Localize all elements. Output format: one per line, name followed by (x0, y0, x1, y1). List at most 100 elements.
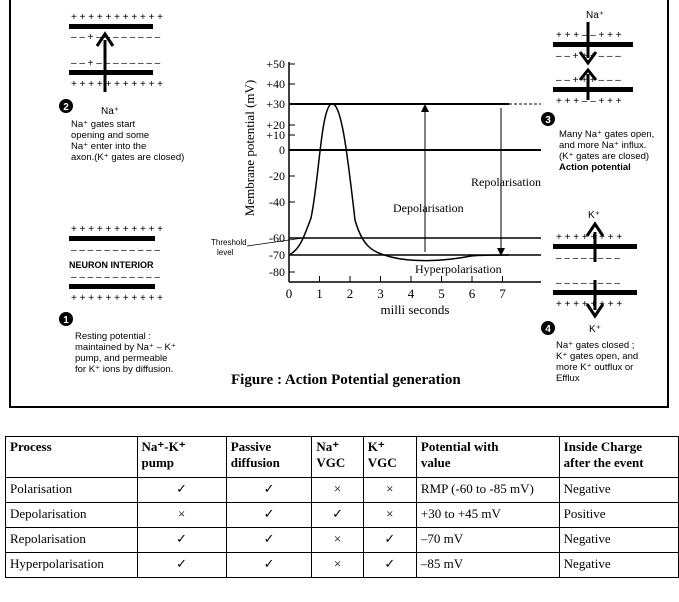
table-cell: Positive (558, 502, 679, 528)
table-cell: Negative (558, 477, 679, 503)
y-tick-label: +10 (266, 128, 285, 142)
step1-membrane: + + + + + + + + + + + – – – – – – – – – … (59, 224, 163, 326)
step4-plus-row-2: + + + + + + + + (556, 299, 622, 310)
y-tick-label: +30 (266, 97, 285, 111)
step2-minus-row: – – + – – – – – – – – (71, 32, 161, 43)
process-name-cell: Polarisation (5, 477, 138, 503)
step1-note: Resting potential : maintained by Na⁺ – … (75, 331, 176, 375)
process-name-cell: Hyperpolarisation (5, 552, 138, 578)
action-potential-graph: Membrane potential (mV) +50+40+30+20+100… (211, 57, 541, 317)
y-ticks: +50+40+30+20+100-20-40-60-70-80 (266, 57, 295, 279)
x-tick-label: 3 (377, 286, 384, 301)
figure-drawing: + + + + + + + + + + + – – + – – – – – – … (59, 10, 637, 335)
table-header-cell: Potential with value (415, 436, 560, 478)
table-cell: ✓ (225, 527, 313, 553)
table-cell: ✓ (136, 552, 227, 578)
table-header-cell: Process (5, 436, 138, 478)
step1-minus-row: – – – – – – – – – – – (71, 245, 160, 256)
y-tick-label: -20 (269, 169, 285, 183)
process-name-cell: Depolarisation (5, 502, 138, 528)
table-header-cell: Na⁺ VGC (311, 436, 364, 478)
step1-minus-row-2: – – – – – – – – – – – (71, 272, 160, 283)
table-body: Polarisation ✓ ✓ × × RMP (-60 to -85 mV) Negat… (5, 477, 679, 578)
y-tick-label: -40 (269, 195, 285, 209)
neuron-interior-label: NEURON INTERIOR (69, 260, 154, 270)
step2-number: 2 (63, 102, 69, 113)
step3-note-block: Many Na⁺ gates open, and more Na⁺ influx… (559, 129, 654, 173)
x-tick-label: 4 (408, 286, 415, 301)
x-tick-label: 0 (286, 286, 293, 301)
step3-plus-row-2: + + + – – + + + (556, 96, 622, 107)
table-cell: Negative (558, 552, 679, 578)
step2-minus-row-2: – – + – – – – – – – – (71, 58, 161, 69)
step3-number: 3 (545, 115, 551, 126)
process-name-cell: Repolarisation (5, 527, 138, 553)
step3-arrowhead-down-icon (578, 51, 598, 66)
step4-ion-bottom-label: K⁺ (589, 324, 601, 335)
y-tick-label: 0 (279, 143, 285, 157)
table-cell: ✓ (225, 477, 313, 503)
table-cell: ✓ (311, 502, 364, 528)
repolarisation-label: Repolarisation (471, 175, 541, 189)
x-tick-label: 7 (499, 286, 506, 301)
step3-ion-label: Na⁺ (586, 10, 604, 21)
x-tick-label: 2 (347, 286, 354, 301)
table-cell: ✓ (225, 502, 313, 528)
table-header-cell: Na⁺-K⁺ pump (136, 436, 227, 478)
step1-plus-row: + + + + + + + + + + + (71, 224, 163, 235)
step2-membrane: + + + + + + + + + + + – – + – – – – – – … (59, 12, 163, 117)
table-cell: ✓ (362, 527, 417, 553)
step4-arrowhead-down-icon (585, 303, 605, 319)
y-tick-label: -70 (269, 248, 285, 262)
table-header-row: Process Na⁺-K⁺ pump Passive diffusion Na⁺ V… (5, 436, 679, 478)
process-table-wrap: Process Na⁺-K⁺ pump Passive diffusion Na⁺ V… (5, 436, 679, 578)
table-cell: +30 to +45 mV (415, 502, 560, 528)
table-header-cell: K⁺ VGC (362, 436, 417, 478)
action-potential-curve (288, 103, 510, 262)
y-axis-label: Membrane potential (mV) (242, 80, 257, 216)
y-tick-label: +50 (266, 57, 285, 71)
x-tick-label: 5 (438, 286, 445, 301)
step2-number-badge (59, 99, 73, 113)
step3-membrane-bar-top (553, 42, 633, 47)
step3-arrowhead-up-icon (578, 67, 598, 81)
step3-note-bold: Action potential (559, 162, 631, 173)
action-potential-figure: + + + + + + + + + + + – – + – – – – – – … (9, 0, 669, 408)
step4-membrane: K⁺ + + + + + + + + – – – – – – – – – – –… (541, 210, 637, 335)
step3-membrane: Na⁺ + + + – – + + + – – + + + – – – – – … (541, 10, 633, 126)
step3-number-badge (541, 112, 555, 126)
step4-minus-row-2: – – – – – – – – (556, 278, 620, 289)
step4-plus-row: + + + + + + + + (556, 232, 622, 243)
table-cell: × (362, 502, 417, 528)
table-cell: × (311, 527, 364, 553)
table-cell: ✓ (136, 477, 227, 503)
table-cell: × (362, 477, 417, 503)
table-cell: –70 mV (415, 527, 560, 553)
table-cell: RMP (-60 to -85 mV) (415, 477, 560, 503)
step1-number: 1 (63, 315, 69, 326)
step4-ion-top-label: K⁺ (588, 210, 600, 221)
hyperpolarisation-label: Hyperpolarisation (415, 262, 502, 276)
table-cell: ✓ (136, 527, 227, 553)
step3-membrane-bar-bottom (553, 87, 633, 92)
table-cell: × (311, 477, 364, 503)
step4-minus-row: – – – – – – – – (556, 253, 620, 264)
step1-plus-row-2: + + + + + + + + + + + (71, 293, 163, 304)
step2-arrowhead-icon (95, 31, 115, 47)
step2-membrane-bar-bottom (69, 70, 153, 75)
step1-membrane-bar-bottom (69, 284, 155, 289)
table-header-cell: Inside Charge after the event (558, 436, 679, 478)
step4-arrowhead-up-icon (585, 221, 605, 237)
table-row: Depolarisation × ✓ ✓ × +30 to +45 mV Positive (5, 502, 679, 528)
table-cell: × (136, 502, 227, 528)
threshold-label: Threshold level (211, 238, 247, 257)
table-row: Polarisation ✓ ✓ × × RMP (-60 to -85 mV) Negat… (5, 477, 679, 503)
table-row: Repolarisation ✓ ✓ × ✓ –70 mV Negative (5, 527, 679, 553)
figure-caption: Figure : Action Potential generation (231, 372, 461, 388)
step4-number: 4 (545, 324, 551, 335)
table-cell: Negative (558, 527, 679, 553)
table-cell: ✓ (362, 552, 417, 578)
step2-plus-row-2: + + + + + + + + + + + (71, 79, 163, 90)
y-tick-label: +40 (266, 77, 285, 91)
threshold-pointer (246, 237, 304, 247)
